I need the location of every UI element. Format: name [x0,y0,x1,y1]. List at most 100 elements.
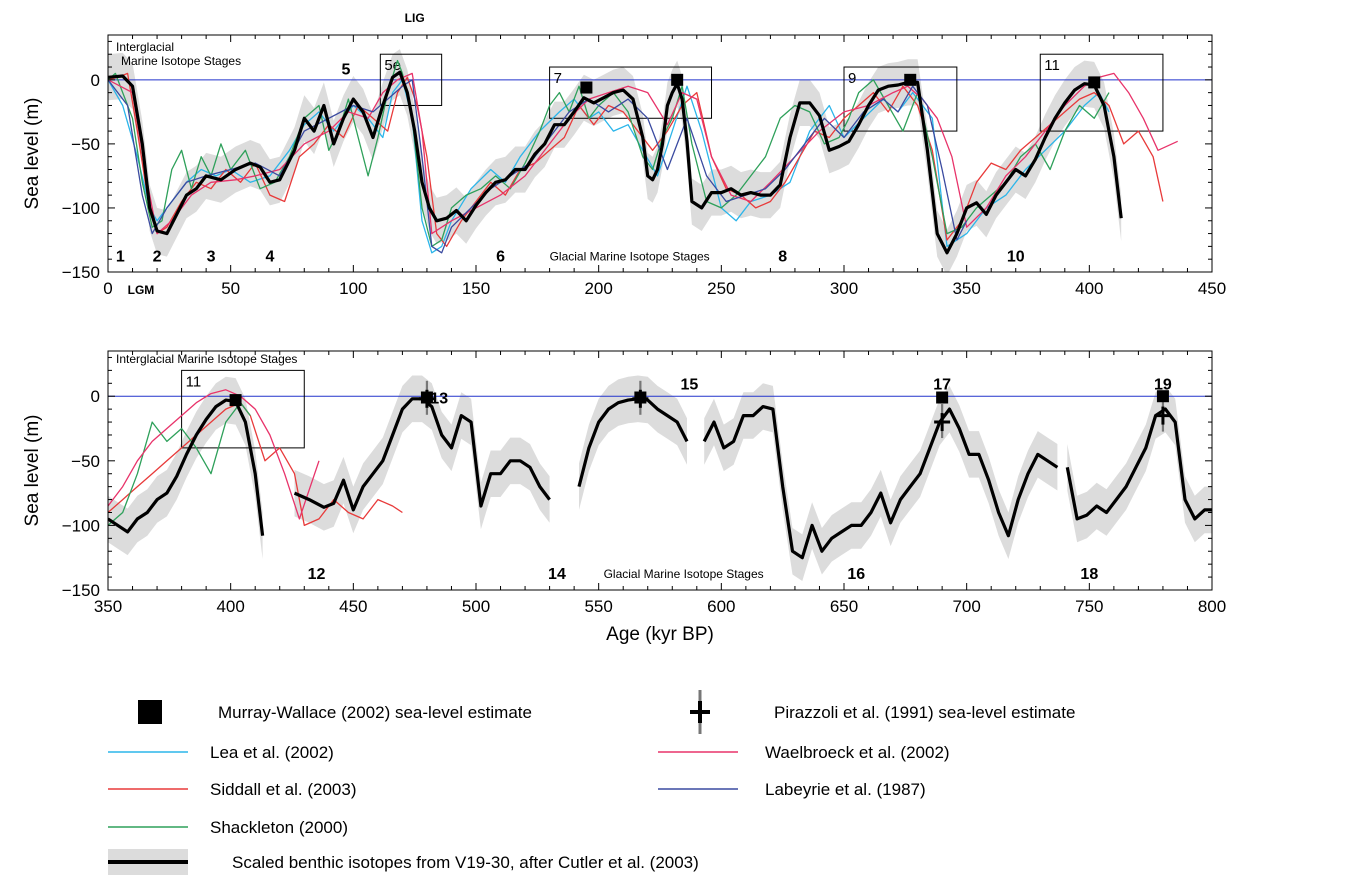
pirazzoli-marker [934,404,951,439]
x-tick-label: 350 [952,279,980,298]
uncertainty-envelope [108,375,1212,581]
chart-panel-bottom: 11 350 400 450 500 550 600 650 700 750 800 −150 −100… [22,350,1226,645]
legend-label: Waelbroeck et al. (2002) [765,743,950,762]
interglacial-header: Interglacial Marine Isotope Stages [116,352,297,366]
legend-label: Murray-Wallace (2002) sea-level estimate [218,703,532,722]
legend-label: Scaled benthic isotopes from V19-30, aft… [232,853,699,872]
legend-item: Lea et al. (2002) [108,743,334,762]
legend-item: Labeyrie et al. (1987) [658,780,926,799]
stage-number-label: 3 [207,248,216,265]
stage-box-label: 9 [848,70,856,87]
x-axis-label: Age (kyr BP) [606,624,714,645]
plot-frame [107,34,1213,273]
glacial-stages-label: Glacial Marine Isotope Stages [550,249,710,263]
x-tick-label: 250 [707,279,735,298]
y-tick-label: −50 [71,135,100,154]
series-line-benthic [702,405,1059,560]
legend-label: Pirazzoli et al. (1991) sea-level estima… [774,703,1075,722]
series-line-benthic [108,70,1123,255]
x-tick-label: 0 [103,279,112,298]
stage-box [1039,53,1164,132]
stage-number-label: 14 [548,566,566,583]
x-tick-label: 150 [462,279,490,298]
stage-number-label: 19 [1154,376,1172,393]
uncertainty-envelope [108,49,1122,272]
series-line-benthic [1065,407,1212,521]
y-tick-label: −100 [62,516,100,535]
legend: Murray-Wallace (2002) sea-level estimate… [108,690,1075,875]
y-tick-label: −150 [62,263,100,282]
stage-number-label: 16 [847,566,865,583]
interglacial-header: Interglacial [116,40,174,54]
legend-item: Scaled benthic isotopes from V19-30, aft… [108,849,699,875]
stage-number-label: 10 [1007,248,1025,265]
plot-frame [107,350,1213,591]
lig-label: LIG [405,11,425,25]
x-tick-label: 800 [1198,597,1226,616]
stage-number-label: 17 [933,376,951,393]
stage-box [181,369,305,449]
stage-number-label: 4 [265,248,274,265]
x-tick-label: 400 [1075,279,1103,298]
murray-wallace-marker [1088,76,1101,89]
x-tick-label: 550 [584,597,612,616]
legend-label: Lea et al. (2002) [210,743,334,762]
x-tick-label: 500 [462,597,490,616]
x-tick-label: 600 [707,597,735,616]
stage-number-label: 5 [342,61,351,78]
envelope-band [1067,385,1212,543]
legend-item: Pirazzoli et al. (1991) sea-level estima… [690,690,1075,734]
y-axis-label: Sea level (m) [22,98,43,210]
legend-square-swatch [138,700,162,724]
x-tick-label: 50 [221,279,240,298]
legend-label: Siddall et al. (2003) [210,780,356,799]
stage-box-label: 11 [1044,57,1060,74]
series-line-benthic [108,398,265,536]
y-tick-label: −150 [62,581,100,600]
stage-number-label: 2 [153,248,162,265]
murray-wallace-marker [1156,390,1169,403]
envelope-band [704,383,1058,581]
y-tick-label: 0 [91,71,100,90]
x-tick-label: 450 [339,597,367,616]
series-line [108,402,251,526]
envelope-band [579,375,687,510]
x-tick-label: 700 [952,597,980,616]
x-tick-label: 750 [1075,597,1103,616]
y-axis-label: Sea level (m) [22,415,43,527]
pirazzoli-marker [1154,397,1171,432]
legend-item: Waelbroeck et al. (2002) [658,743,950,762]
murray-wallace-marker [580,81,593,94]
x-tick-label: 350 [94,597,122,616]
x-tick-label: 400 [216,597,244,616]
stage-number-label: 1 [116,248,125,265]
legend-item: Shackleton (2000) [108,818,348,837]
murray-wallace-marker [671,73,684,86]
legend-item: Murray-Wallace (2002) sea-level estimate [138,700,532,724]
legend-label: Shackleton (2000) [210,818,348,837]
lgm-label: LGM [128,283,155,297]
stage-box-label: 11 [186,373,202,390]
stage-box [843,66,958,132]
series-line [108,59,1110,248]
legend-item: Siddall et al. (2003) [108,780,356,799]
stage-number-label: 8 [778,248,787,265]
y-tick-label: −100 [62,199,100,218]
stage-number-label: 12 [308,566,326,583]
x-tick-label: 650 [830,597,858,616]
series-line [108,72,1164,248]
x-tick-label: 200 [584,279,612,298]
y-tick-label: −50 [71,452,100,471]
series-line [108,402,403,527]
stage-box-label: 7 [554,70,562,87]
interglacial-header-2: Marine Isotope Stages [121,54,241,68]
murray-wallace-marker [634,391,647,404]
stage-number-label: 15 [681,376,699,393]
stage-number-label: 18 [1080,566,1098,583]
murray-wallace-marker [420,391,433,404]
x-tick-label: 100 [339,279,367,298]
stage-number-label: 6 [496,248,505,265]
legend-label: Labeyrie et al. (1987) [765,780,926,799]
